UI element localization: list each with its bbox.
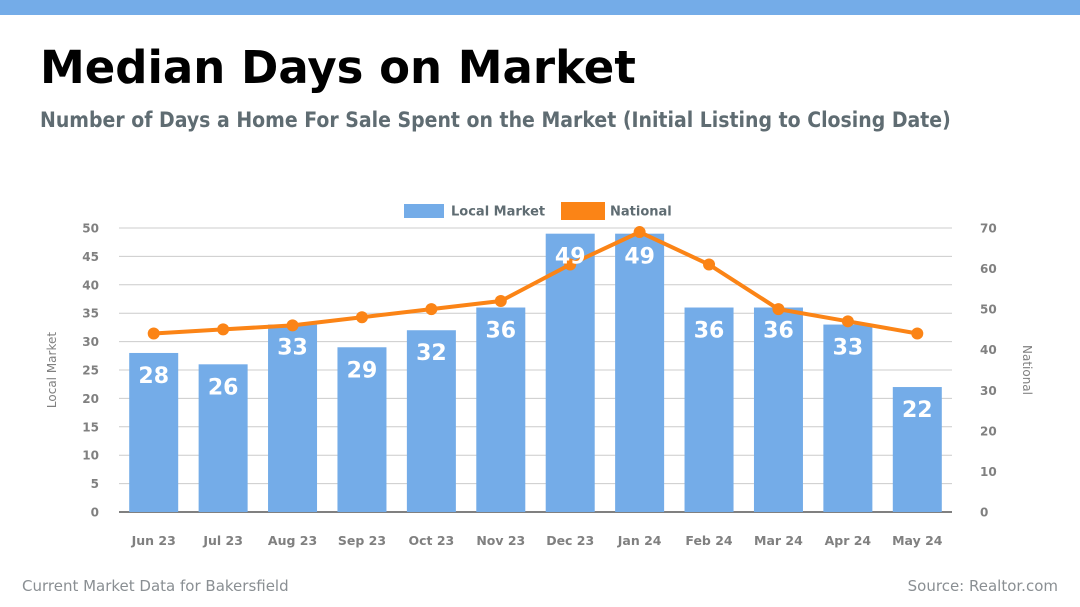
grid-layer: 0 5 10 15 20 25 30 35 40 45 50 0 10 20 30 40 50 60 70 Jun 2…	[82, 222, 996, 549]
x-tick-label: Sep 23	[338, 533, 386, 548]
point-national	[425, 303, 438, 316]
x-tick-label: Dec 23	[546, 533, 594, 548]
y-tick-label-left: 0	[91, 506, 99, 520]
x-tick-label: May 24	[892, 533, 943, 548]
point-national	[703, 258, 716, 271]
page-subtitle: Number of Days a Home For Sale Spent on …	[40, 108, 951, 132]
y-tick-label-right: 0	[980, 506, 988, 520]
bar-local	[476, 307, 526, 512]
footer-market-note: Current Market Data for Bakersfield	[22, 577, 289, 595]
point-national	[841, 315, 854, 328]
point-national	[355, 311, 368, 324]
bar-data-label: 26	[208, 375, 239, 400]
y-tick-label-left: 10	[82, 449, 99, 463]
y-tick-label-left: 50	[82, 222, 99, 236]
bar-local	[129, 352, 179, 512]
y-tick-label-left: 20	[82, 392, 99, 406]
days-on-market-chart: 0 5 10 15 20 25 30 35 40 45 50 0 10 20 30 40 50 60 70 Jun 2…	[45, 202, 1034, 549]
y-tick-label-right: 60	[980, 262, 997, 276]
y-tick-label-left: 45	[82, 250, 99, 264]
bar-data-label: 32	[416, 341, 447, 366]
bar-data-label: 36	[485, 319, 516, 344]
series-line-national	[151, 230, 920, 336]
bar-local	[545, 233, 595, 512]
y-tick-label-right: 10	[980, 465, 997, 479]
bar-layer	[129, 233, 942, 512]
x-tick-label: Jun 23	[131, 533, 176, 548]
y-tick-label-right: 70	[980, 222, 997, 236]
bar-local	[892, 387, 942, 512]
bar-local	[337, 347, 387, 512]
y-axis-label-left: Local Market	[45, 332, 59, 408]
footer-source: Source: Realtor.com	[907, 577, 1058, 595]
y-tick-label-left: 25	[82, 364, 99, 378]
point-national	[911, 327, 924, 340]
x-tick-label: Mar 24	[754, 533, 803, 548]
bar-local	[753, 307, 803, 512]
x-tick-label: Oct 23	[408, 533, 454, 548]
x-tick-label: Apr 24	[825, 533, 872, 548]
bar-data-label: 49	[624, 245, 655, 270]
legend: Local Market National	[404, 202, 672, 220]
bar-data-label: 36	[694, 319, 725, 344]
x-tick-label: Nov 23	[476, 533, 525, 548]
y-tick-label-right: 30	[980, 384, 997, 398]
point-national	[494, 295, 507, 308]
point-national	[633, 226, 646, 239]
bar-local	[684, 307, 734, 512]
legend-swatch-local	[404, 204, 444, 218]
y-tick-label-right: 40	[980, 343, 997, 357]
bar-data-label: 22	[902, 398, 933, 423]
y-tick-label-left: 5	[91, 477, 99, 491]
point-national	[564, 258, 577, 271]
point-national	[217, 323, 230, 336]
y-tick-label-left: 30	[82, 335, 99, 349]
bar-local	[406, 330, 456, 512]
bar-data-label: 33	[833, 336, 864, 361]
x-tick-label: Jul 23	[202, 533, 243, 548]
top-accent-bar	[0, 0, 1080, 15]
point-national	[772, 303, 785, 316]
y-axis-label-right: National	[1020, 345, 1034, 395]
bar-data-label: 29	[347, 358, 378, 383]
point-national	[286, 319, 299, 332]
y-tick-label-left: 40	[82, 278, 99, 292]
page-title: Median Days on Market	[40, 41, 636, 94]
bar-data-label: 33	[277, 336, 308, 361]
bar-local	[198, 364, 248, 512]
bar-local	[268, 324, 318, 512]
y-tick-label-left: 35	[82, 307, 99, 321]
bar-data-label: 28	[138, 364, 169, 389]
line-layer	[147, 226, 924, 340]
legend-label-local: Local Market	[451, 205, 545, 220]
x-tick-label: Jan 24	[617, 533, 662, 548]
label-layer: 28 26 33 29 32 36 49 49 36 36 33 22	[138, 245, 932, 423]
bar-local	[823, 324, 873, 512]
point-national	[147, 327, 160, 340]
y-tick-label-left: 15	[82, 420, 99, 434]
bar-local	[615, 233, 665, 512]
x-tick-label: Aug 23	[268, 533, 317, 548]
bar-data-label: 36	[763, 319, 794, 344]
y-tick-label-right: 50	[980, 303, 997, 317]
x-tick-label: Feb 24	[685, 533, 733, 548]
legend-swatch-national	[561, 202, 605, 220]
legend-label-national: National	[610, 205, 672, 220]
y-tick-label-right: 20	[980, 424, 997, 438]
bar-data-label: 49	[555, 245, 586, 270]
